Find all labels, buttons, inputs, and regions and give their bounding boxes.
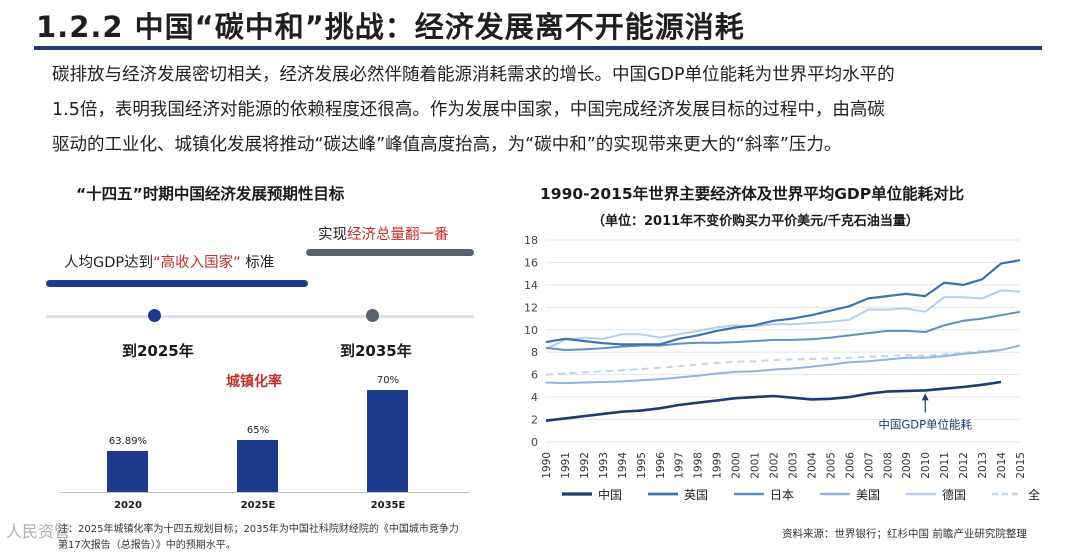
intro-line: 1.5倍，表明我国经济对能源的依赖程度还很高。作为发展中国家，中国完成经济发展目… <box>52 100 885 120</box>
x-tick-label: 1990 <box>541 452 553 479</box>
title-rule <box>34 46 1042 50</box>
urbanization-bar-2035e <box>367 390 408 492</box>
x-tick-label: 2007 <box>863 452 875 479</box>
x-tick-label: 1996 <box>655 452 667 479</box>
x-tick-label: 1997 <box>674 452 686 479</box>
target-2035: 实现经济总量翻一番 <box>318 223 449 244</box>
legend-label: 德国 <box>942 487 966 502</box>
series-line <box>545 349 1002 376</box>
timeline-dot-2025 <box>148 309 161 322</box>
urbanization-baseline <box>60 492 470 493</box>
intro-paragraph: 碳排放与经济发展密切相关，经济发展必然伴随着能源消耗需求的增长。中国GDP单位能… <box>52 58 1042 163</box>
x-tick-label: 2013 <box>977 452 989 479</box>
y-tick-label: 6 <box>531 369 538 382</box>
annotation-arrowhead <box>921 393 929 401</box>
series-line <box>545 310 1021 351</box>
timeline-track <box>46 315 474 318</box>
energy-intensity-chart: 0 2 4 6 8 10 12 14 16 18 1990 1991 1992 1993 1994 1995 1… <box>524 234 1040 502</box>
x-tick-label: 2009 <box>901 452 913 479</box>
series-line <box>545 289 1021 350</box>
urbanization-bar-2025e <box>237 440 278 492</box>
urbanization-category-2020: 2020 <box>114 500 142 511</box>
intro-line: 驱动的工业化、城镇化发展将推动“碳达峰”峰值高度抬高，为“碳中和”的实现带来更大… <box>52 135 842 155</box>
urbanization-value-2035e: 70% <box>376 375 400 386</box>
intro-line: 碳排放与经济发展密切相关，经济发展必然伴随着能源消耗需求的增长。中国GDP单位能… <box>52 65 895 85</box>
target-2025-prefix: 人均GDP达到 <box>64 255 154 271</box>
legend-label: 日本 <box>770 488 794 502</box>
urbanization-category-2025e: 2025E <box>240 500 276 511</box>
y-tick-label: 8 <box>531 346 538 359</box>
y-tick-label: 2 <box>531 414 538 427</box>
plan-panel-title: “十四五”时期中国经济发展预期性目标 <box>76 185 345 203</box>
x-tick-label: 1994 <box>617 452 629 479</box>
urbanization-value-2020: 63.89% <box>108 436 148 447</box>
legend-label: 中国 <box>598 487 622 502</box>
y-tick-label: 16 <box>524 256 538 269</box>
x-tick-label: 2010 <box>920 452 932 479</box>
x-tick-label: 1999 <box>712 452 724 479</box>
y-tick-label: 10 <box>524 324 538 337</box>
legend-label: 全球 <box>1028 487 1040 502</box>
target-2025-highlight: “高收入国家” <box>153 255 241 271</box>
target-2025: 人均GDP达到“高收入国家” 标准 <box>64 251 274 272</box>
x-tick-label: 2011 <box>939 452 951 479</box>
milestone-2025-label: 到2025年 <box>122 342 194 360</box>
footnote: 注：2025年城镇化率为十四五规划目标；2035年为中国社科院财经院的《中国城市… <box>58 524 459 551</box>
x-tick-label: 2005 <box>825 452 837 479</box>
chart-title: 1990-2015年世界主要经济体及世界平均GDP单位能耗对比 <box>540 185 965 203</box>
x-tick-label: 1995 <box>636 452 648 479</box>
timeline-dot-2035 <box>366 309 379 322</box>
target-2035-prefix: 实现 <box>318 227 347 243</box>
watermark: 人民资管 <box>6 522 71 541</box>
y-tick-label: 12 <box>524 301 538 314</box>
y-tick-label: 4 <box>531 391 538 404</box>
urbanization-category-2035e: 2035E <box>370 500 406 511</box>
page-title: 1.2.2 中国“碳中和”挑战：经济发展离不开能源消耗 <box>36 10 745 44</box>
y-tick-label: 0 <box>531 436 538 449</box>
chart-subtitle: （单位：2011年不变价购买力平价美元/千克石油当量） <box>592 214 919 229</box>
x-tick-label: 1998 <box>693 452 705 479</box>
y-tick-label: 18 <box>524 234 538 247</box>
x-tick-label: 1991 <box>560 452 572 479</box>
target-2035-highlight: 经济总量翻一番 <box>347 227 449 243</box>
x-tick-label: 2012 <box>958 452 970 479</box>
x-tick-label: 1992 <box>579 452 591 479</box>
x-tick-label: 2004 <box>806 452 818 479</box>
x-tick-label: 2002 <box>769 452 781 479</box>
legend-label: 美国 <box>856 488 880 502</box>
series-line <box>545 380 1002 422</box>
annotation-label: 中国GDP单位能耗 <box>878 417 972 431</box>
target-2025-bar <box>46 280 308 287</box>
legend-label: 英国 <box>684 488 708 502</box>
x-tick-label: 2006 <box>844 452 856 479</box>
urbanization-value-2025e: 65% <box>246 425 270 436</box>
x-tick-label: 2014 <box>996 452 1008 479</box>
x-tick-label: 2001 <box>750 452 762 479</box>
x-tick-label: 2008 <box>882 452 894 479</box>
series-line <box>545 259 1021 346</box>
target-2025-suffix: 标准 <box>245 255 275 271</box>
urbanization-label: 城镇化率 <box>226 374 282 390</box>
x-tick-label: 1993 <box>598 452 610 479</box>
series-line <box>545 344 1021 385</box>
x-tick-label: 2000 <box>731 452 743 479</box>
target-2035-bar <box>306 249 474 256</box>
x-tick-label: 2003 <box>787 452 799 479</box>
urbanization-bar-2020 <box>107 451 148 492</box>
x-tick-label: 2015 <box>1015 452 1027 479</box>
y-tick-label: 14 <box>524 279 538 292</box>
source-note: 资料来源：世界银行；红杉中国 前瞻产业研究院整理 <box>782 528 1027 540</box>
milestone-2035-label: 到2035年 <box>340 342 412 360</box>
